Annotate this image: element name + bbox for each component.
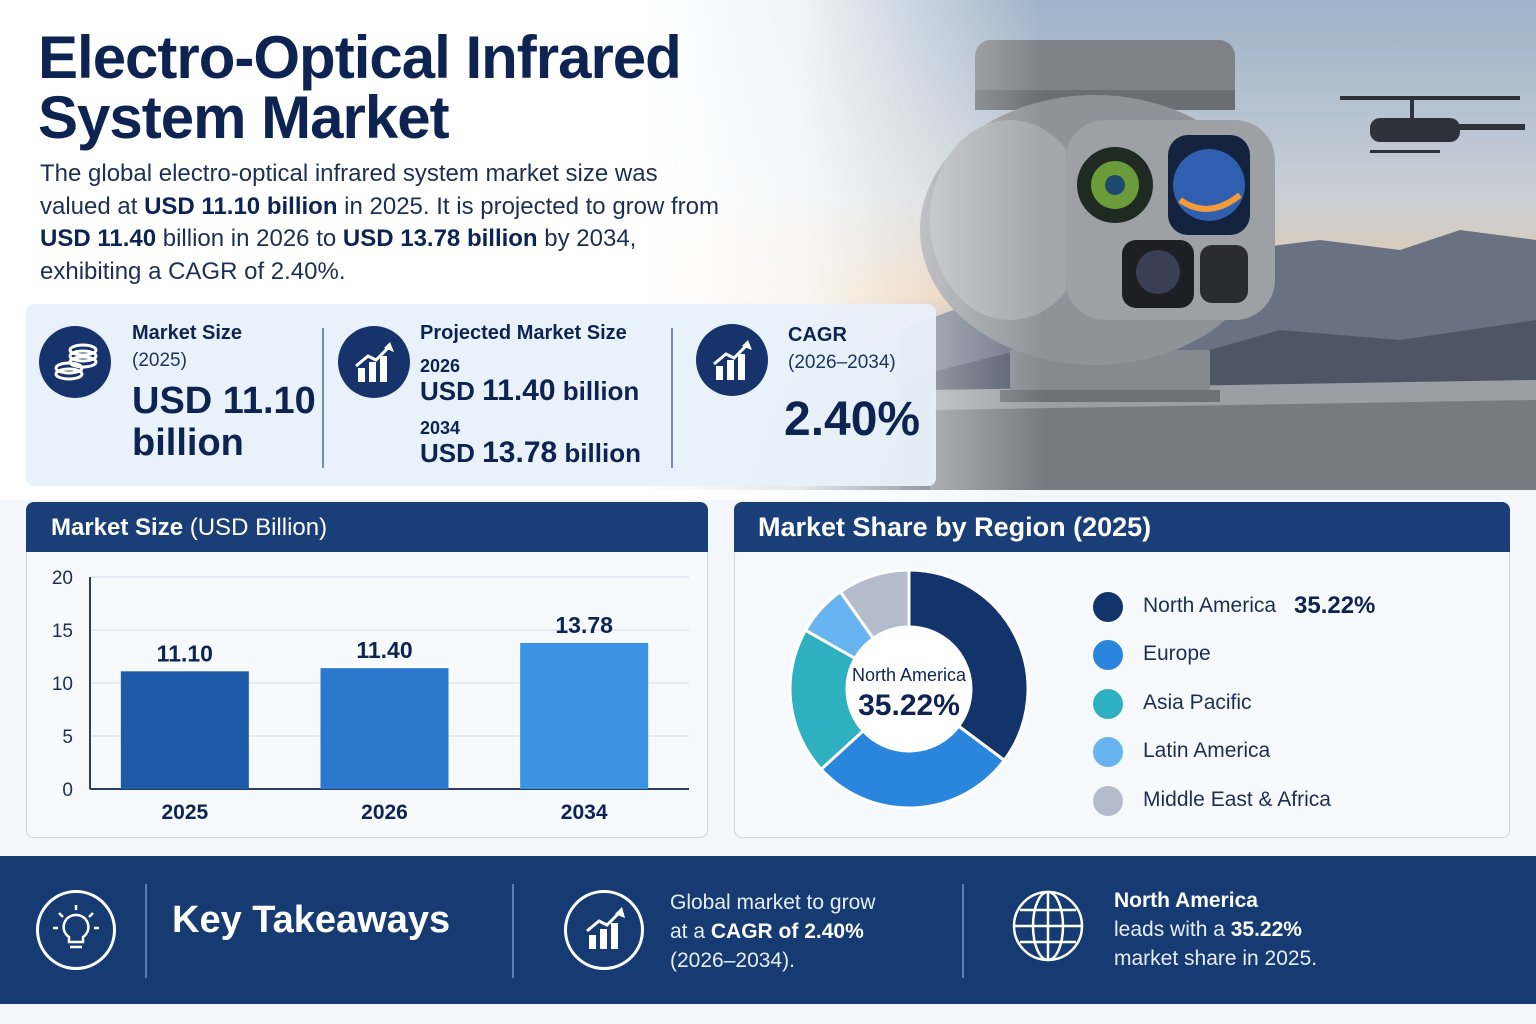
region-share-panel-header: Market Share by Region (2025) [734, 502, 1510, 552]
donut-center-label: North America [851, 665, 967, 685]
divider [145, 884, 147, 978]
stats-card: Market Size (2025) USD 11.10 billion Pro… [26, 304, 936, 486]
market-size-chart-title: Market Size (USD Billion) [51, 514, 328, 541]
donut-hole [848, 628, 970, 750]
y-tick-label: 10 [52, 674, 73, 695]
coins-icon [39, 326, 111, 398]
x-tick-label: 2034 [561, 801, 608, 824]
market-size-bar-chart: 0 5 10 15 20 11.10 2025 11.40 2026 13.78 2034 [52, 568, 689, 824]
globe-icon [1008, 886, 1088, 966]
region-share-donut [788, 568, 1030, 810]
cagr-value: 2.40% [784, 393, 921, 446]
growth-chart-icon [696, 324, 768, 396]
cagr-period: (2026–2034) [788, 352, 896, 373]
slice-north-america [907, 568, 1030, 763]
y-tick-label: 15 [52, 621, 73, 642]
market-size-panel-header: Market Size (USD Billion) [26, 502, 708, 552]
legend-label: Asia Pacific [1143, 691, 1252, 714]
slice-europe [819, 724, 1007, 810]
divider [512, 884, 514, 978]
donut-center-value: 35.22% [858, 689, 960, 722]
legend-label: Europe [1143, 642, 1211, 665]
title-line-2: System Market [38, 84, 450, 151]
legend-swatch [1093, 592, 1123, 622]
takeaway-cagr-text: Global market to grow at a CAGR of 2.40%… [670, 891, 876, 972]
key-takeaways-band: Key Takeaways Global market to grow at a… [0, 856, 1536, 1004]
projected-year-2026: 2026 [420, 356, 461, 376]
legend-label: North America [1143, 594, 1277, 617]
legend-swatch [1093, 689, 1123, 719]
region-share-title: Market Share by Region (2025) [758, 512, 1152, 542]
bar-data-label: 11.40 [356, 637, 412, 663]
projected-year-2034: 2034 [420, 418, 461, 438]
lightbulb-icon [36, 890, 116, 970]
x-tick-label: 2026 [361, 801, 408, 824]
takeaway-region-text: North America leads with a 35.22% market… [1114, 889, 1318, 970]
market-size-panel: Market Size (USD Billion) 0 5 10 15 20 11.10 2… [26, 502, 708, 838]
bar-data-label: 11.10 [157, 640, 213, 666]
projected-label: Projected Market Size [420, 322, 627, 344]
y-tick-label: 5 [62, 727, 73, 748]
divider [322, 328, 324, 468]
bar-2025 [120, 671, 249, 789]
projected-value-2026: USD 11.40 billion [420, 374, 640, 407]
page-title: Electro-Optical Infrared System Market [38, 24, 682, 151]
market-size-label: Market Size [132, 322, 243, 344]
region-share-panel: Market Share by Region (2025) North Amer… [734, 502, 1510, 838]
legend-swatch [1093, 786, 1123, 816]
intro-paragraph: The global electro-optical infrared syst… [40, 160, 719, 285]
legend-label: Middle East & Africa [1143, 788, 1331, 811]
market-size-value: USD 11.10 billion [132, 380, 316, 464]
legend-label: Latin America [1143, 739, 1271, 762]
market-size-year: (2025) [132, 350, 187, 371]
title-line-1: Electro-Optical Infrared [38, 24, 682, 91]
legend-percent: 35.22% [1294, 592, 1376, 619]
slice-middle-east-africa [838, 568, 911, 641]
x-tick-label: 2025 [161, 801, 208, 824]
bar-2034 [520, 642, 649, 789]
key-takeaways-title: Key Takeaways [172, 899, 451, 941]
legend-swatch [1093, 737, 1123, 767]
cagr-label: CAGR [788, 324, 847, 346]
growth-chart-icon [564, 890, 644, 970]
y-tick-label: 0 [62, 780, 73, 801]
slice-asia-pacific [788, 628, 866, 772]
bar-data-label: 13.78 [555, 612, 613, 638]
legend-swatch [1093, 640, 1123, 670]
divider [671, 328, 673, 468]
bar-2026 [320, 668, 449, 789]
growth-chart-icon [338, 326, 410, 398]
y-tick-label: 20 [52, 568, 73, 589]
projected-value-2034: USD 13.78 billion [420, 436, 641, 469]
divider [962, 884, 964, 978]
